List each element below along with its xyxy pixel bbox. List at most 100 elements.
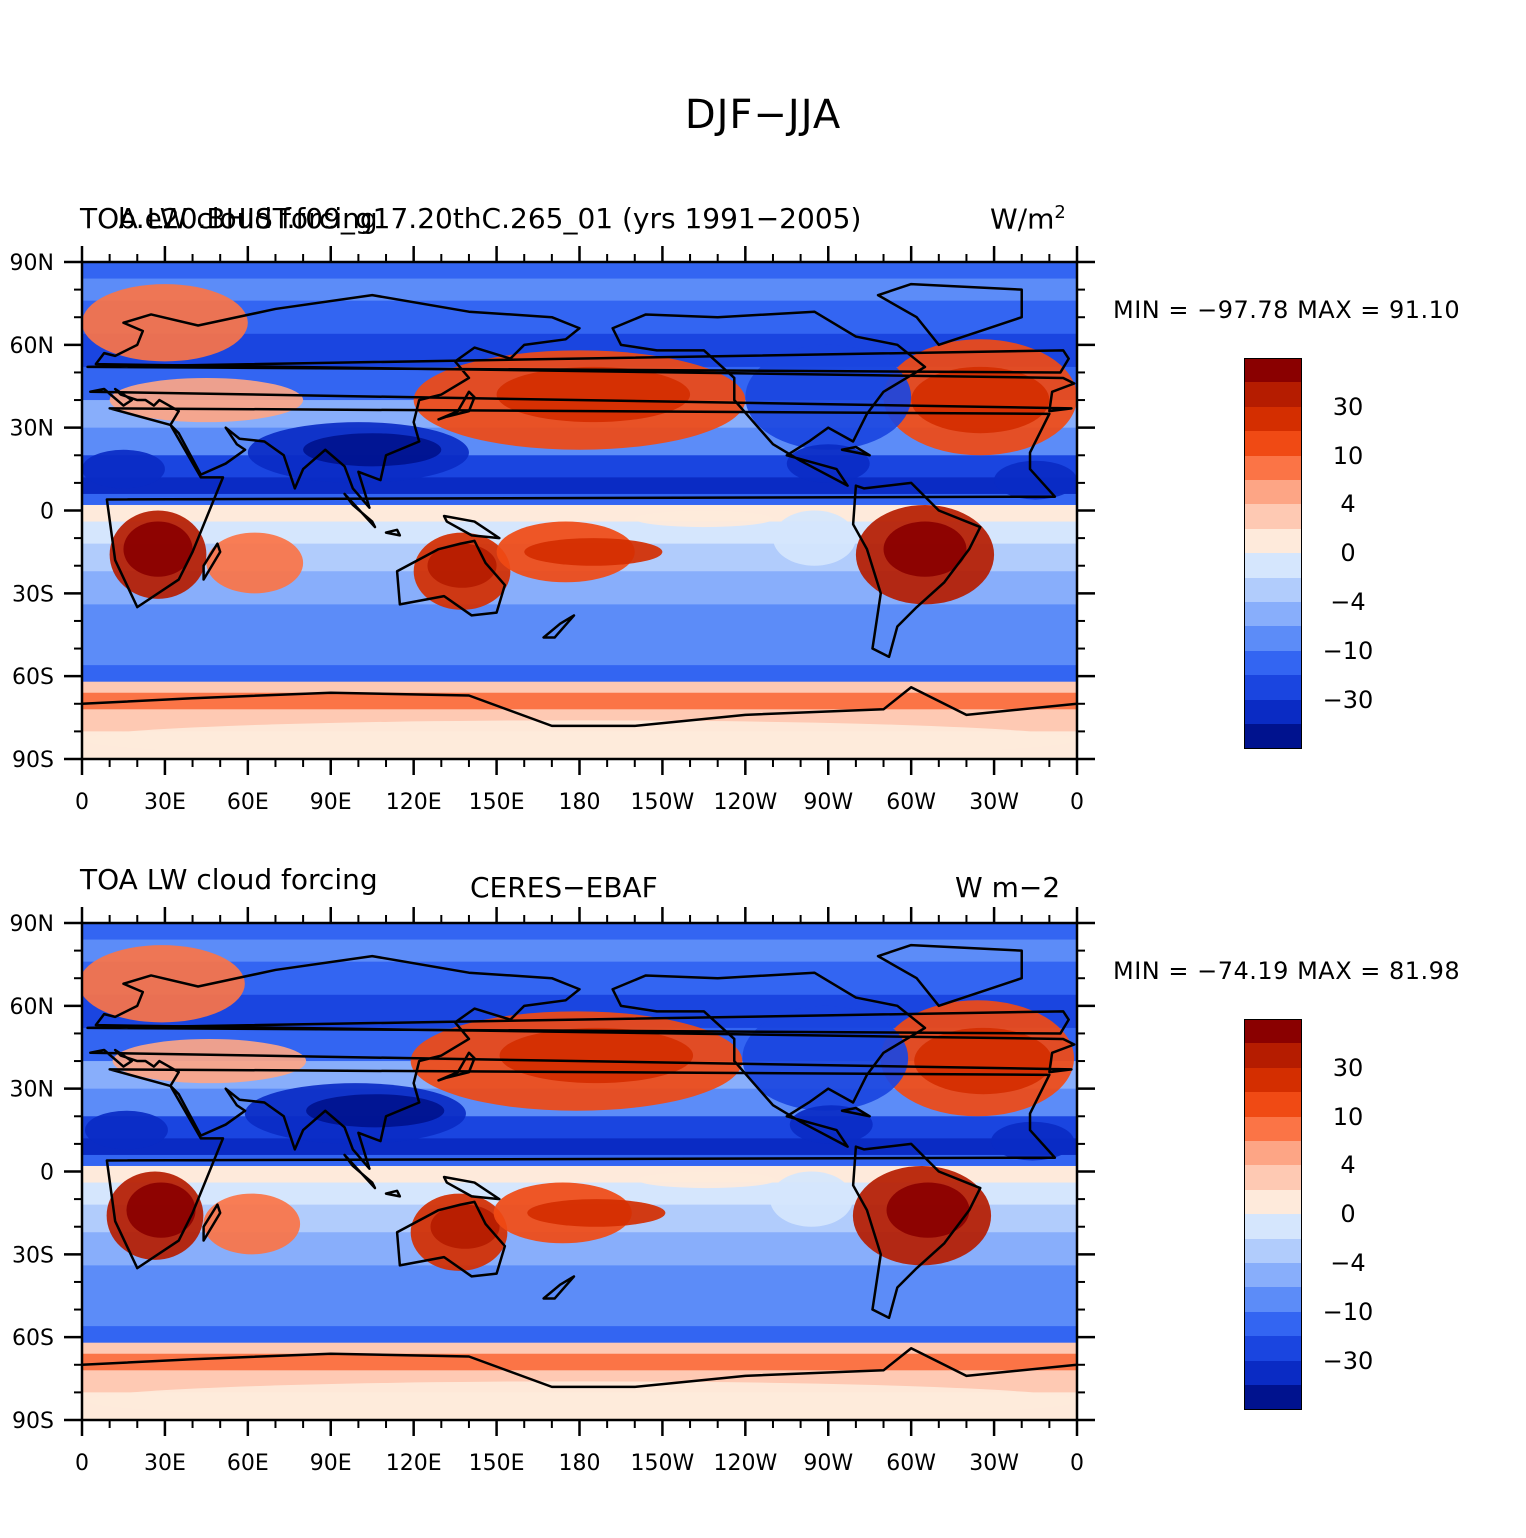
colorbar-box [1244, 1165, 1302, 1191]
panel-center-title: CERES−EBAF [470, 871, 658, 904]
colorbar-label: 30 [1332, 1053, 1364, 1082]
lat-tick-label: 30S [12, 582, 54, 607]
colorbar-box [1244, 1141, 1302, 1167]
panel-units: W/m2 [990, 202, 1066, 235]
min-label: MIN = −74.19 [1113, 957, 1289, 985]
colorbar-box [1244, 577, 1302, 603]
colorbar-label: 10 [1332, 1102, 1364, 1131]
lon-tick-label: 180 [559, 1451, 601, 1476]
colorbar-box [1244, 1311, 1302, 1338]
panel-model: 90N 60N 30N 0 30S 60S 90S 0 30E 60E 90E 120E 150E 180… [0, 190, 1526, 850]
colorbar-label: 0 [1340, 539, 1356, 568]
colorbar-box [1244, 1092, 1302, 1118]
lon-tick-label: 0 [1070, 1451, 1084, 1476]
colorbar-box [1244, 1360, 1302, 1386]
lon-tick-label: 90E [310, 1451, 352, 1476]
colorbar-box [1244, 358, 1302, 385]
colorbar-label: −30 [1322, 1346, 1374, 1375]
colorbar-box [1244, 675, 1302, 701]
figure-title: DJF−JJA [684, 92, 842, 138]
panel-units: W m−2 [955, 871, 1060, 904]
units-text: W/m [990, 202, 1055, 236]
lat-tick-label: 60N [10, 334, 54, 359]
lon-tick-label: 30E [144, 790, 186, 815]
lat-tick-label: 30N [10, 1078, 54, 1103]
colorbar-box [1244, 382, 1302, 408]
panel-center-title: b.e20.BHIST.f09_g17.20thC.265_01 (yrs 19… [118, 202, 862, 235]
filled-field [82, 923, 1077, 1420]
lon-tick-label: 90W [803, 790, 853, 815]
colorbar-label: 0 [1340, 1200, 1356, 1229]
lon-tick-label: 120W [713, 790, 777, 815]
colorbar-label: −4 [1330, 1249, 1366, 1277]
lat-tick-label: 60N [10, 995, 54, 1020]
colorbar-box [1244, 602, 1302, 628]
colorbar-box [1244, 1336, 1302, 1362]
colorbar-label: 30 [1332, 392, 1364, 421]
lon-tick-label: 150W [631, 790, 695, 815]
colorbar-box [1244, 1263, 1302, 1289]
map-plot: 90N 60N 30N 0 30S 60S 90S 0 30E 60E 90E 120E 150E 180… [10, 246, 1095, 815]
lat-tick-label: 60S [12, 665, 54, 690]
lon-tick-label: 30W [969, 1451, 1019, 1476]
colorbar-box [1244, 528, 1302, 555]
colorbar-box [1244, 650, 1302, 677]
lon-tick-label: 0 [75, 1451, 89, 1476]
lon-tick-label: 180 [559, 790, 601, 815]
colorbar-box [1244, 724, 1302, 750]
units-text: W m−2 [955, 871, 1061, 904]
colorbar-label: 4 [1340, 1151, 1356, 1180]
colorbar-label: 4 [1340, 490, 1356, 519]
colorbar-box [1244, 406, 1302, 433]
colorbar-label: −10 [1322, 636, 1374, 665]
lon-tick-label: 30W [969, 790, 1019, 815]
min-max-text: MIN = −74.19 MAX = 81.98 [1113, 957, 1460, 985]
max-label: MAX = 91.10 [1297, 296, 1461, 324]
colorbar-box [1244, 1287, 1302, 1313]
lon-tick-label: 30E [144, 1451, 186, 1476]
lat-tick-label: 0 [40, 500, 54, 525]
colorbar-box [1244, 1067, 1302, 1094]
panel-left-title: TOA LW cloud forcing [80, 202, 378, 235]
colorbar-box [1244, 626, 1302, 652]
map-plot: 90N 60N 30N 0 30S 60S 90S 0 30E 60E 90E 120E 150E 180… [10, 907, 1095, 1476]
lat-tick-label: 30S [12, 1243, 54, 1268]
colorbar-label: −4 [1330, 588, 1366, 616]
colorbar-box [1244, 1019, 1302, 1046]
colorbar-box [1244, 1189, 1302, 1216]
colorbar-box [1244, 1385, 1302, 1411]
lon-tick-label: 120E [386, 790, 442, 815]
lon-tick-label: 60W [886, 1451, 936, 1476]
min-max-text: MIN = −97.78 MAX = 91.10 [1113, 296, 1460, 324]
colorbar-box [1244, 1238, 1302, 1264]
lon-tick-label: 120E [386, 1451, 442, 1476]
colorbar-label: −30 [1322, 685, 1374, 714]
colorbar [1244, 358, 1302, 750]
lon-tick-label: 90E [310, 790, 352, 815]
coastlines [82, 943, 1077, 1389]
max-label: MAX = 81.98 [1297, 957, 1461, 985]
colorbar-box [1244, 1043, 1302, 1069]
lat-tick-label: 0 [40, 1161, 54, 1186]
lat-tick-label: 90S [12, 748, 54, 773]
colorbar-box [1244, 431, 1302, 457]
lon-tick-label: 150E [469, 1451, 525, 1476]
colorbar-box [1244, 504, 1302, 530]
lon-tick-label: 150E [469, 790, 525, 815]
colorbar-box [1244, 480, 1302, 506]
colorbar-box [1244, 455, 1302, 481]
lat-tick-label: 60S [12, 1326, 54, 1351]
units-superscript: 2 [1054, 202, 1066, 223]
lat-tick-label: 90S [12, 1409, 54, 1434]
lat-tick-label: 90N [10, 912, 54, 937]
colorbar [1244, 1019, 1302, 1411]
filled-field [82, 262, 1077, 759]
lon-tick-label: 0 [75, 790, 89, 815]
colorbar-label: −10 [1322, 1297, 1374, 1326]
lon-tick-label: 0 [1070, 790, 1084, 815]
panel-observations: 90N 60N 30N 0 30S 60S 90S 0 30E 60E 90E 120E 150E 180… [0, 851, 1526, 1511]
lon-tick-label: 60E [227, 1451, 269, 1476]
colorbar-box [1244, 1214, 1302, 1240]
lon-tick-label: 150W [631, 1451, 695, 1476]
panel-left-title: TOA LW cloud forcing [80, 863, 378, 896]
